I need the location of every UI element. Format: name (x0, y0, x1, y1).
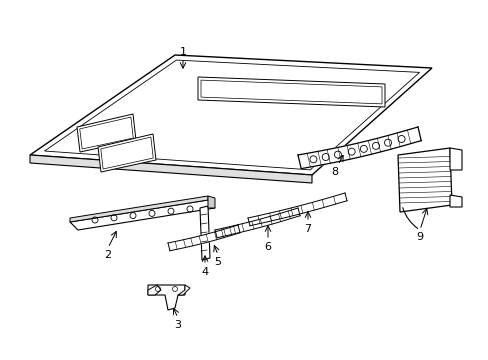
Polygon shape (77, 114, 136, 152)
Text: 9: 9 (416, 232, 423, 242)
Polygon shape (397, 148, 451, 212)
Polygon shape (178, 285, 190, 295)
Polygon shape (70, 196, 207, 222)
Text: 7: 7 (304, 224, 311, 234)
Polygon shape (168, 225, 240, 251)
Text: 8: 8 (331, 167, 338, 177)
Text: 4: 4 (201, 267, 208, 277)
Polygon shape (297, 127, 420, 168)
Polygon shape (30, 155, 311, 183)
Polygon shape (98, 134, 156, 172)
Text: 6: 6 (264, 242, 271, 252)
Polygon shape (247, 193, 346, 226)
Polygon shape (198, 77, 384, 107)
Polygon shape (215, 208, 300, 238)
Text: 2: 2 (104, 250, 111, 260)
Polygon shape (200, 206, 209, 260)
Polygon shape (148, 285, 161, 295)
Polygon shape (207, 196, 215, 208)
Polygon shape (148, 285, 184, 310)
Text: 1: 1 (179, 47, 186, 57)
Polygon shape (30, 55, 431, 175)
Text: 3: 3 (174, 320, 181, 330)
Polygon shape (449, 148, 461, 170)
Polygon shape (449, 195, 461, 207)
Polygon shape (70, 200, 215, 230)
Text: 5: 5 (214, 257, 221, 267)
